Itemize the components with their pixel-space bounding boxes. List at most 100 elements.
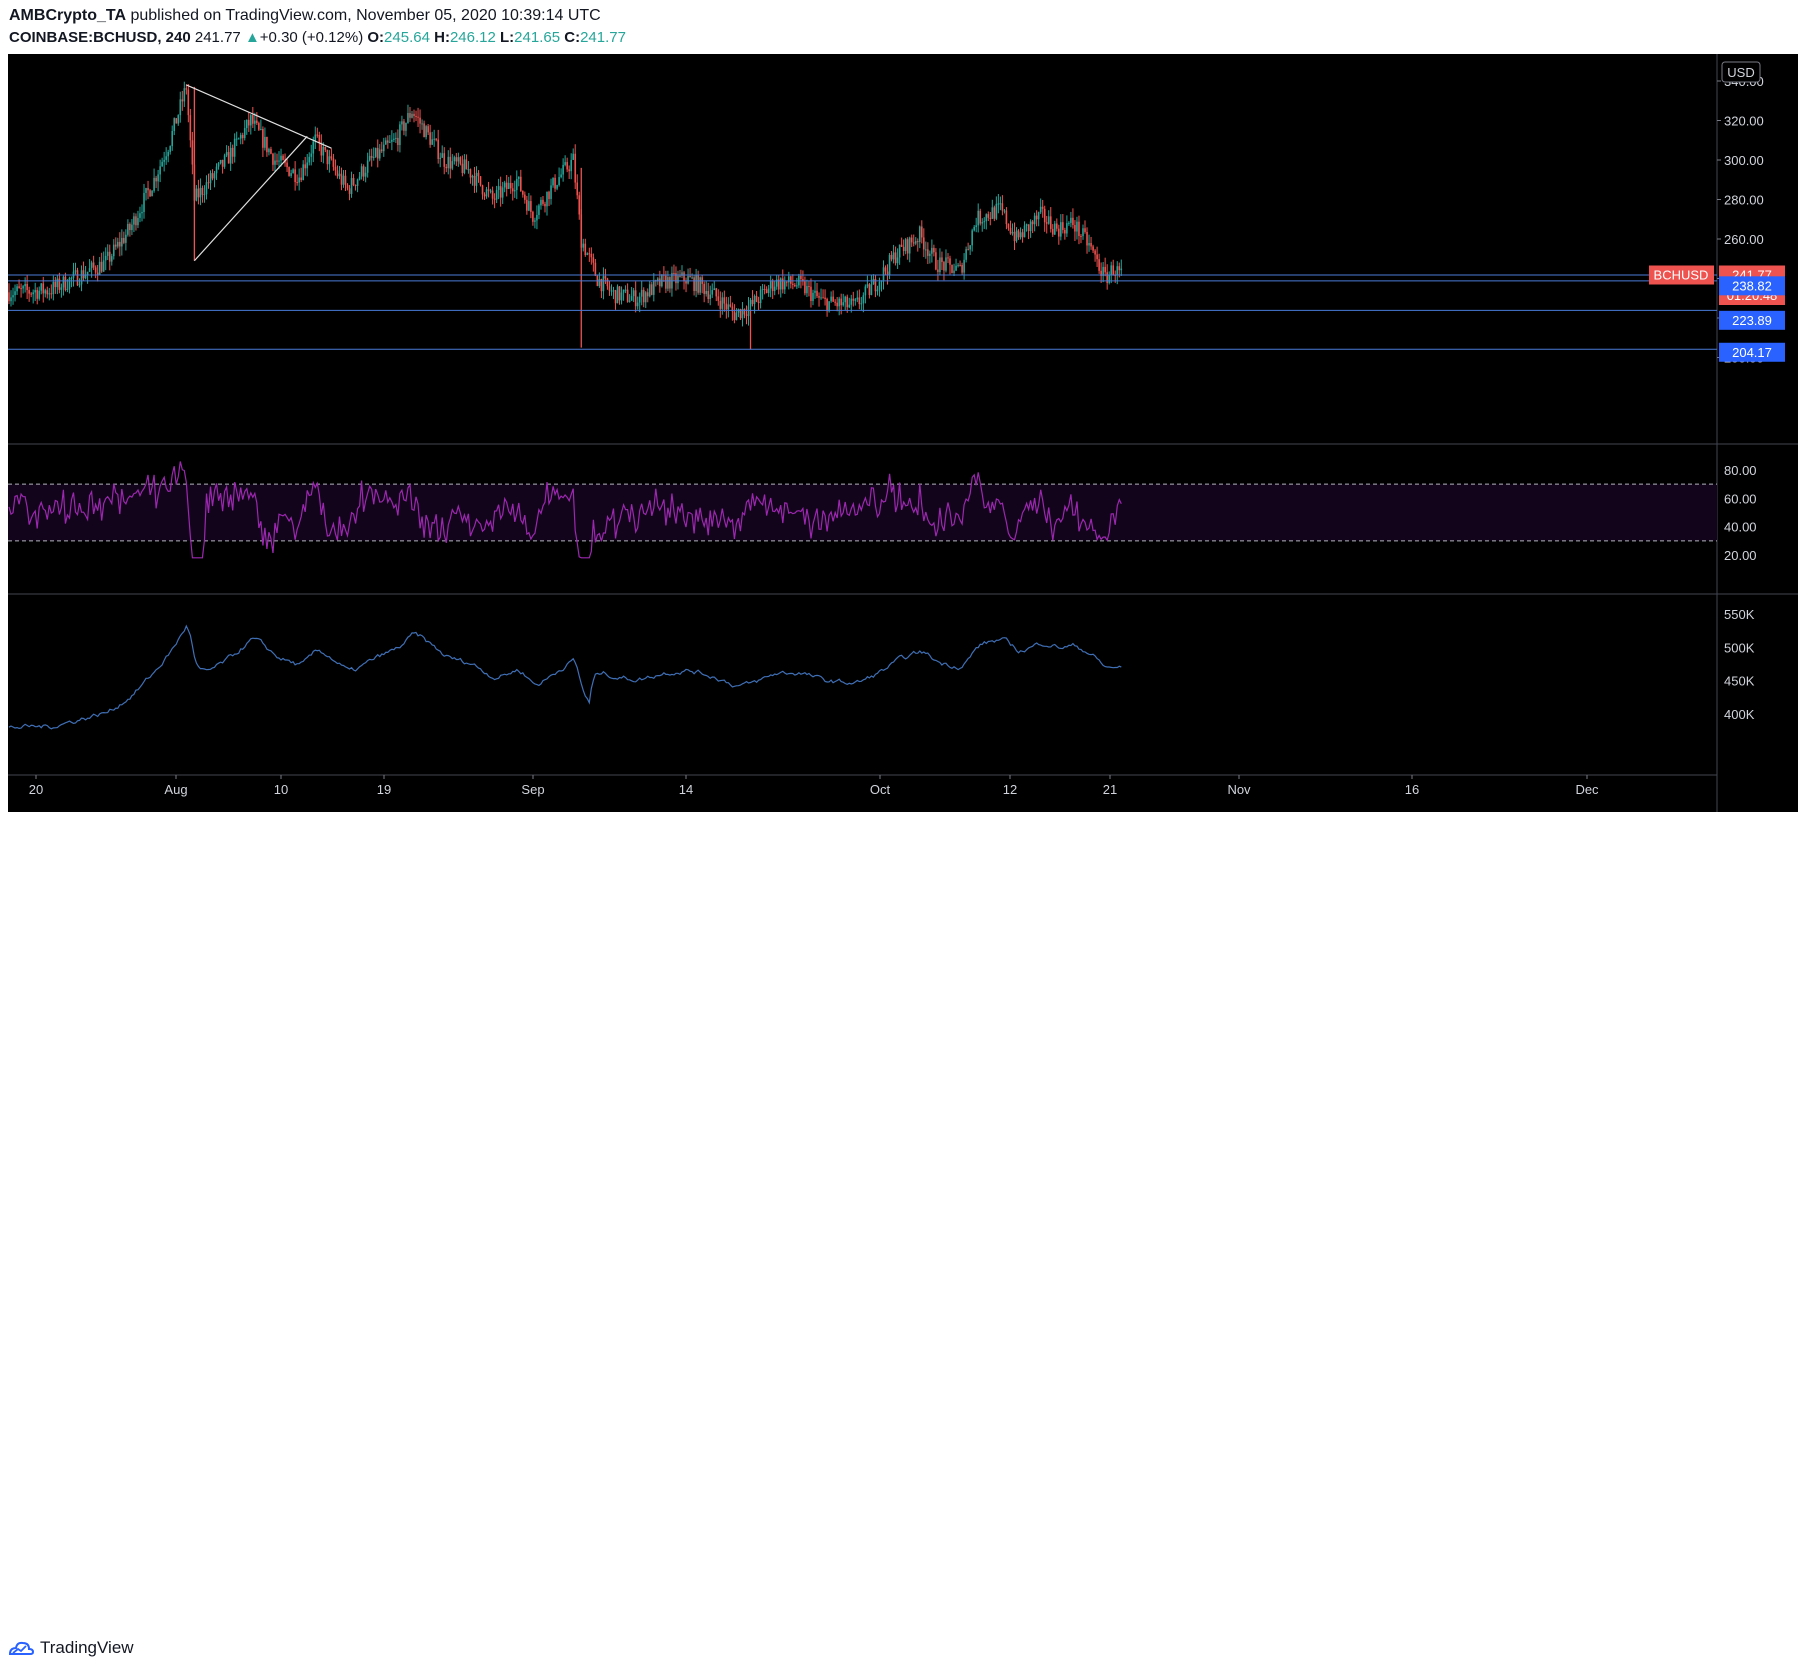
candle-body	[890, 254, 893, 260]
tradingview-logo[interactable]: TradingView	[8, 1638, 134, 1658]
currency-badge[interactable]	[1721, 61, 1761, 83]
rsi-tick-label[interactable]: 40.00	[1724, 520, 1757, 535]
obv-tick-label[interactable]: 400K	[1724, 707, 1755, 722]
candle-body	[898, 244, 901, 258]
candle-body	[572, 153, 574, 160]
candle-body	[159, 166, 161, 175]
candle-body	[979, 210, 982, 224]
candle-body	[818, 296, 820, 298]
candle-body	[179, 99, 182, 116]
candle-body	[735, 312, 738, 321]
obv-tick-label[interactable]: 550K	[1724, 607, 1755, 622]
candle-body	[104, 255, 107, 261]
time-tick-label[interactable]: Aug	[164, 782, 187, 797]
trendlines[interactable]	[186, 84, 332, 262]
candle-body	[405, 122, 407, 131]
candle-body	[310, 153, 313, 157]
candle-body	[308, 156, 311, 163]
symbol-line: COINBASE:BCHUSD, 240 241.77 ▲+0.30 (+0.1…	[9, 29, 626, 46]
candle-body	[929, 253, 931, 256]
obv-tick-label[interactable]: 500K	[1724, 640, 1755, 655]
candle-body	[362, 166, 365, 177]
candle-body	[987, 214, 990, 218]
rsi-tick-label[interactable]: 80.00	[1724, 463, 1757, 478]
candle-body	[659, 278, 661, 287]
candle-body	[689, 275, 691, 278]
candle-body	[848, 304, 851, 308]
candle-body	[326, 149, 329, 165]
candle-body	[8, 292, 10, 302]
candle-body	[622, 289, 625, 293]
price-tick-label[interactable]: 280.00	[1724, 193, 1764, 208]
candle-body	[86, 271, 89, 275]
candle-body	[447, 156, 450, 169]
candle-body	[983, 221, 986, 223]
trendline[interactable]	[193, 135, 308, 262]
time-tick-label[interactable]: Sep	[521, 782, 544, 797]
chart-area[interactable]: 340.00320.00300.00280.00260.00240.00220.…	[8, 54, 1798, 812]
candle-body	[953, 270, 955, 273]
time-tick-label[interactable]: 20	[29, 782, 43, 797]
time-tick-label[interactable]: Oct	[870, 782, 891, 797]
candle-body	[644, 292, 647, 303]
candle-body	[1062, 222, 1064, 230]
candle-body	[959, 264, 961, 266]
candle-body	[832, 296, 834, 302]
time-tick-label[interactable]: 16	[1405, 782, 1419, 797]
time-tick-label[interactable]: Nov	[1227, 782, 1251, 797]
candle-body	[433, 138, 435, 140]
time-tick-label[interactable]: Dec	[1575, 782, 1599, 797]
obv-tick-label[interactable]: 450K	[1724, 674, 1755, 689]
time-tick-label[interactable]: 21	[1103, 782, 1117, 797]
currency-label[interactable]: USD	[1727, 65, 1754, 80]
symbol-name[interactable]: COINBASE:BCHUSD, 240	[9, 29, 191, 46]
candle-body	[695, 274, 697, 291]
footer: TradingView	[0, 812, 1805, 1657]
time-tick-label[interactable]: 12	[1003, 782, 1017, 797]
candle-body	[344, 175, 347, 185]
candle-body	[485, 189, 488, 197]
candle-body	[511, 188, 514, 192]
candle-body	[213, 173, 216, 179]
candle-body	[78, 284, 81, 286]
candle-body	[270, 149, 272, 154]
candle-body	[1068, 222, 1070, 224]
candle-body	[991, 207, 994, 219]
candle-body	[870, 284, 873, 296]
author-name[interactable]: AMBCrypto_TA	[9, 7, 127, 24]
candle-body	[900, 244, 903, 247]
chart-canvas[interactable]: 340.00320.00300.00280.00260.00240.00220.…	[8, 54, 1798, 812]
rsi-axis-ticks[interactable]: 80.00 60.00 40.00 20.00	[1724, 463, 1757, 563]
candle-body	[471, 175, 474, 178]
candle-body	[374, 147, 377, 157]
time-tick-label[interactable]: 14	[679, 782, 693, 797]
rsi-tick-label[interactable]: 60.00	[1724, 491, 1757, 506]
candle-body	[620, 292, 623, 301]
candle-body	[445, 166, 448, 169]
candle-body	[586, 253, 589, 256]
candle-body	[975, 225, 977, 227]
horizontal-levels[interactable]	[8, 274, 1717, 350]
candle-body	[1031, 221, 1034, 225]
candle-body	[824, 297, 826, 299]
candle-body	[453, 157, 456, 162]
candle-body	[544, 203, 546, 207]
candle-body	[443, 153, 446, 167]
candle-body	[288, 167, 290, 176]
time-tick-label[interactable]: 10	[274, 782, 288, 797]
price-tick-label[interactable]: 260.00	[1724, 232, 1764, 247]
rsi-tick-label[interactable]: 20.00	[1724, 548, 1757, 563]
candle-body	[804, 281, 806, 294]
candle-body	[1011, 231, 1014, 234]
trendline[interactable]	[186, 84, 332, 149]
time-axis-ticks[interactable]: 20 Aug 10 19 Sep 14 Oct 12 21 Nov 16 Dec	[29, 775, 1599, 797]
obv-axis-ticks[interactable]: 550K 500K 450K 400K	[1724, 607, 1755, 722]
candle-body	[600, 279, 603, 292]
time-tick-label[interactable]: 19	[377, 782, 391, 797]
candle-body	[1112, 265, 1115, 275]
candle-body	[757, 301, 760, 304]
candle-body	[161, 161, 163, 167]
price-tick-label[interactable]: 320.00	[1724, 114, 1764, 129]
candle-body	[556, 185, 558, 189]
price-tick-label[interactable]: 300.00	[1724, 153, 1764, 168]
